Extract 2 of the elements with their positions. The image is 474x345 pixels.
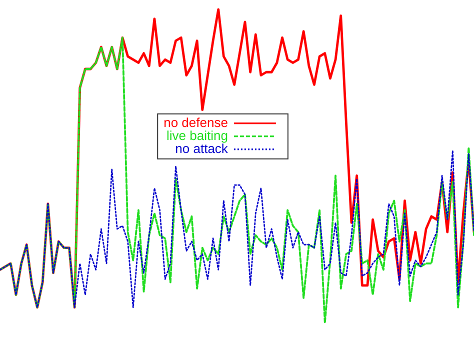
legend-label: no defense <box>164 114 228 130</box>
legend-label: live baiting <box>166 128 228 143</box>
